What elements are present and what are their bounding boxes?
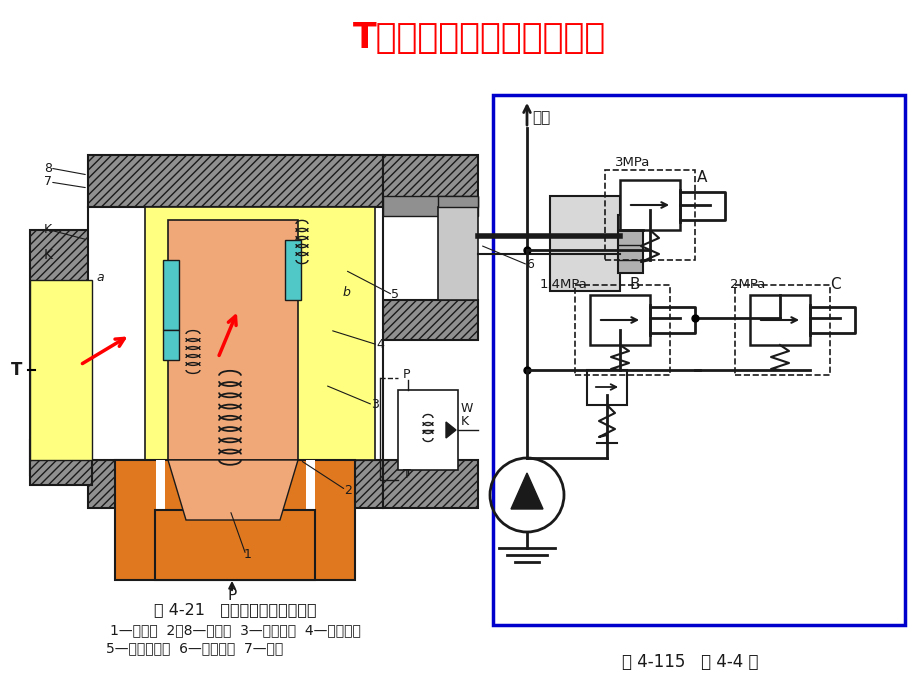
Bar bbox=[88, 155, 382, 207]
Bar bbox=[88, 460, 382, 508]
Text: K: K bbox=[460, 415, 469, 428]
Text: K: K bbox=[44, 224, 52, 237]
Text: b: b bbox=[342, 286, 349, 299]
Text: a: a bbox=[96, 271, 104, 284]
Bar bbox=[285, 240, 301, 300]
Polygon shape bbox=[446, 422, 456, 438]
Bar bbox=[618, 215, 642, 273]
Text: 图 4-115   题 4-4 图: 图 4-115 题 4-4 图 bbox=[621, 653, 757, 671]
Bar bbox=[437, 207, 478, 300]
Bar bbox=[115, 460, 355, 580]
Bar bbox=[154, 510, 314, 580]
Text: P: P bbox=[403, 368, 410, 381]
Text: 1—主阀心  2、8—阻尼孔  3—主阀弹簧  4—先导阀心: 1—主阀心 2、8—阻尼孔 3—主阀弹簧 4—先导阀心 bbox=[109, 623, 360, 637]
Bar bbox=[30, 280, 92, 460]
Bar bbox=[589, 295, 650, 345]
Text: 1: 1 bbox=[244, 549, 252, 562]
Bar bbox=[382, 196, 478, 216]
Bar bbox=[586, 370, 627, 405]
Text: W: W bbox=[460, 402, 473, 415]
Bar bbox=[156, 460, 165, 580]
Text: P: P bbox=[227, 587, 236, 602]
Bar bbox=[619, 180, 679, 230]
Bar bbox=[30, 280, 92, 460]
Text: 7: 7 bbox=[44, 175, 52, 188]
Text: 5—先导阀弹簧  6—调压手轮  7—螺堵: 5—先导阀弹簧 6—调压手轮 7—螺堵 bbox=[107, 641, 283, 655]
Bar bbox=[306, 460, 314, 580]
Text: K: K bbox=[43, 248, 52, 262]
Bar bbox=[255, 460, 265, 580]
Bar bbox=[437, 196, 478, 207]
Text: C: C bbox=[829, 277, 840, 293]
Text: T: T bbox=[403, 468, 410, 481]
Bar bbox=[493, 95, 904, 625]
Bar bbox=[163, 330, 179, 360]
Text: 2MPa: 2MPa bbox=[729, 279, 765, 291]
Bar bbox=[163, 260, 179, 330]
Polygon shape bbox=[510, 473, 542, 509]
Text: 6: 6 bbox=[526, 259, 533, 271]
Text: 1.4MPa: 1.4MPa bbox=[539, 279, 587, 291]
Text: T口接油筱，主阀才开启！: T口接油筱，主阀才开启！ bbox=[353, 21, 606, 55]
Bar bbox=[168, 220, 298, 460]
Text: 图 4-21   二级同心式先导溢流阀: 图 4-21 二级同心式先导溢流阀 bbox=[153, 602, 316, 618]
Bar bbox=[88, 207, 382, 460]
Bar bbox=[398, 390, 458, 470]
Text: 5: 5 bbox=[391, 288, 399, 302]
Text: 3MPa: 3MPa bbox=[614, 155, 650, 168]
Bar bbox=[382, 300, 478, 340]
Text: A: A bbox=[697, 170, 707, 186]
Bar bbox=[605, 170, 694, 260]
Bar bbox=[382, 155, 478, 207]
Bar bbox=[749, 295, 809, 345]
Bar bbox=[206, 460, 215, 580]
Text: 8: 8 bbox=[44, 161, 52, 175]
Bar bbox=[734, 285, 829, 375]
Bar bbox=[30, 230, 92, 475]
Text: 系统: 系统 bbox=[531, 110, 550, 126]
Text: 2: 2 bbox=[344, 484, 352, 497]
Bar bbox=[382, 460, 478, 508]
Text: 4: 4 bbox=[376, 339, 383, 351]
Text: B: B bbox=[630, 277, 640, 293]
Bar bbox=[574, 285, 669, 375]
Text: T: T bbox=[11, 361, 23, 379]
Bar bbox=[145, 207, 375, 460]
Polygon shape bbox=[168, 460, 298, 520]
Bar bbox=[30, 440, 92, 485]
Text: 3: 3 bbox=[370, 399, 379, 411]
Bar bbox=[550, 196, 619, 291]
